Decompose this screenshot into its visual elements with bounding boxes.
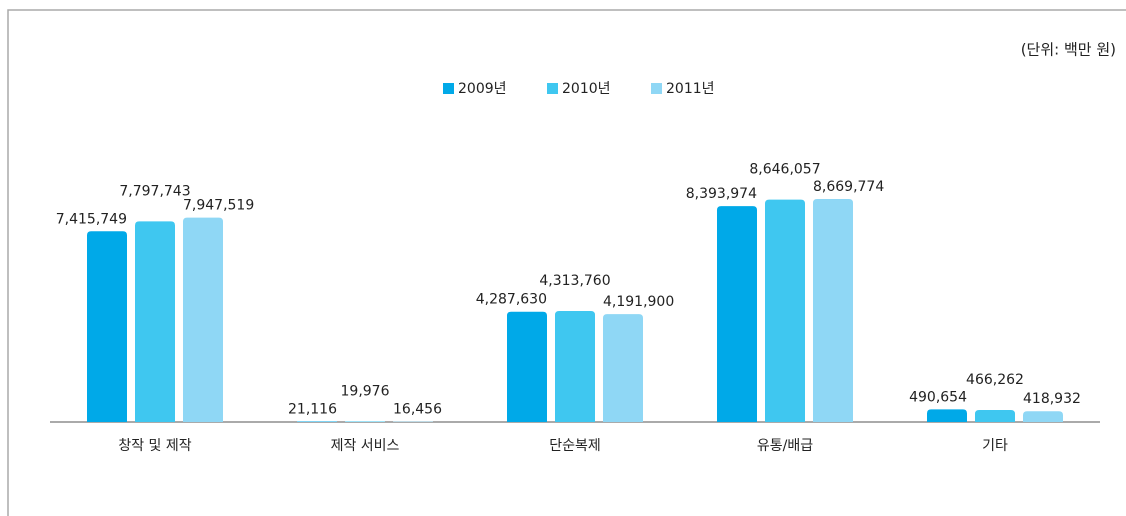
data-label: 8,393,974 [686, 186, 757, 202]
bar [555, 311, 595, 422]
legend-swatch [443, 83, 454, 94]
bar [975, 410, 1015, 422]
legend-label: 2009년 [458, 81, 507, 97]
legend-label: 2010년 [562, 81, 611, 97]
x-tick-label: 제작 서비스 [331, 438, 400, 454]
x-tick-label: 창작 및 제작 [118, 438, 191, 454]
x-tick-label: 단순복제 [549, 438, 601, 454]
x-tick-label: 유통/배급 [757, 438, 813, 454]
frame [7, 9, 1126, 516]
data-label: 4,313,760 [539, 273, 610, 289]
bar [135, 221, 175, 422]
bar [927, 409, 967, 422]
data-label: 16,456 [393, 402, 442, 418]
bar [765, 199, 805, 422]
bar [183, 217, 223, 422]
data-label: 4,191,900 [603, 294, 674, 310]
legend-label: 2011년 [666, 81, 715, 97]
data-label: 4,287,630 [476, 292, 547, 308]
data-label: 21,116 [288, 401, 337, 417]
data-label: 7,947,519 [183, 198, 254, 214]
data-label: 7,415,749 [56, 211, 127, 227]
bar [345, 421, 385, 422]
bar [813, 199, 853, 422]
data-label: 466,262 [966, 372, 1024, 388]
data-label: 418,932 [1023, 391, 1081, 407]
data-label: 8,646,057 [749, 162, 820, 178]
data-label: 7,797,743 [119, 183, 190, 199]
bar [603, 314, 643, 422]
data-label: 8,669,774 [813, 179, 884, 195]
unit-note: (단위: 백만 원) [1021, 41, 1116, 59]
bar [87, 231, 127, 422]
data-label: 490,654 [909, 389, 967, 405]
bar [297, 421, 337, 422]
bar [717, 206, 757, 422]
x-tick-label: 기타 [982, 438, 1008, 454]
bar [1023, 411, 1063, 422]
legend-swatch [547, 83, 558, 94]
bar [507, 311, 547, 422]
data-label: 19,976 [341, 383, 390, 399]
legend-swatch [651, 83, 662, 94]
